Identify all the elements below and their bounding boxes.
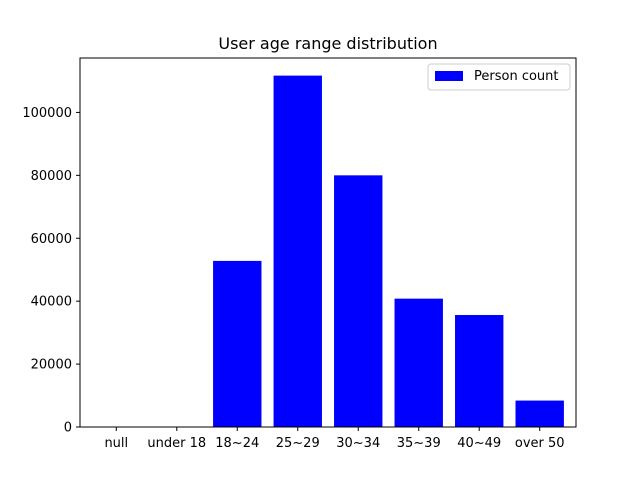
x-tick-label: 30~34 [336, 436, 380, 451]
bars-group [213, 75, 564, 428]
y-tick-label: 100000 [22, 106, 72, 121]
y-tick-label: 60000 [31, 232, 72, 247]
x-tick-label: under 18 [147, 436, 206, 451]
x-axis-ticks: null under 18 18~24 25~29 30~34 35~39 40~49 ove… [104, 427, 565, 451]
bar-30-34 [334, 175, 383, 427]
chart-title: User age range distribution [218, 34, 437, 53]
y-tick-label: 20000 [31, 358, 72, 373]
x-tick-label: 35~39 [397, 436, 441, 451]
x-tick-label: 40~49 [457, 436, 501, 451]
legend-box [427, 63, 571, 91]
y-tick-label: 40000 [31, 295, 72, 310]
x-tick-label: over 50 [515, 436, 565, 451]
y-axis-ticks: 0 20000 40000 60000 80000 100000 [22, 106, 80, 436]
plot-frame [79, 57, 577, 428]
y-tick-label: 0 [64, 421, 72, 436]
bar-over-50 [515, 400, 564, 427]
x-tick-label: null [104, 436, 128, 451]
legend: Person count [427, 63, 571, 91]
y-tick-label: 80000 [31, 169, 72, 184]
bar-25-29 [273, 75, 322, 428]
bar-18-24 [213, 260, 262, 427]
bar-35-39 [394, 298, 443, 427]
bar-40-49 [455, 315, 504, 427]
legend-label: Person count [474, 69, 559, 84]
x-tick-label: 18~24 [215, 436, 259, 451]
legend-swatch [435, 71, 463, 81]
x-tick-label: 25~29 [276, 436, 320, 451]
